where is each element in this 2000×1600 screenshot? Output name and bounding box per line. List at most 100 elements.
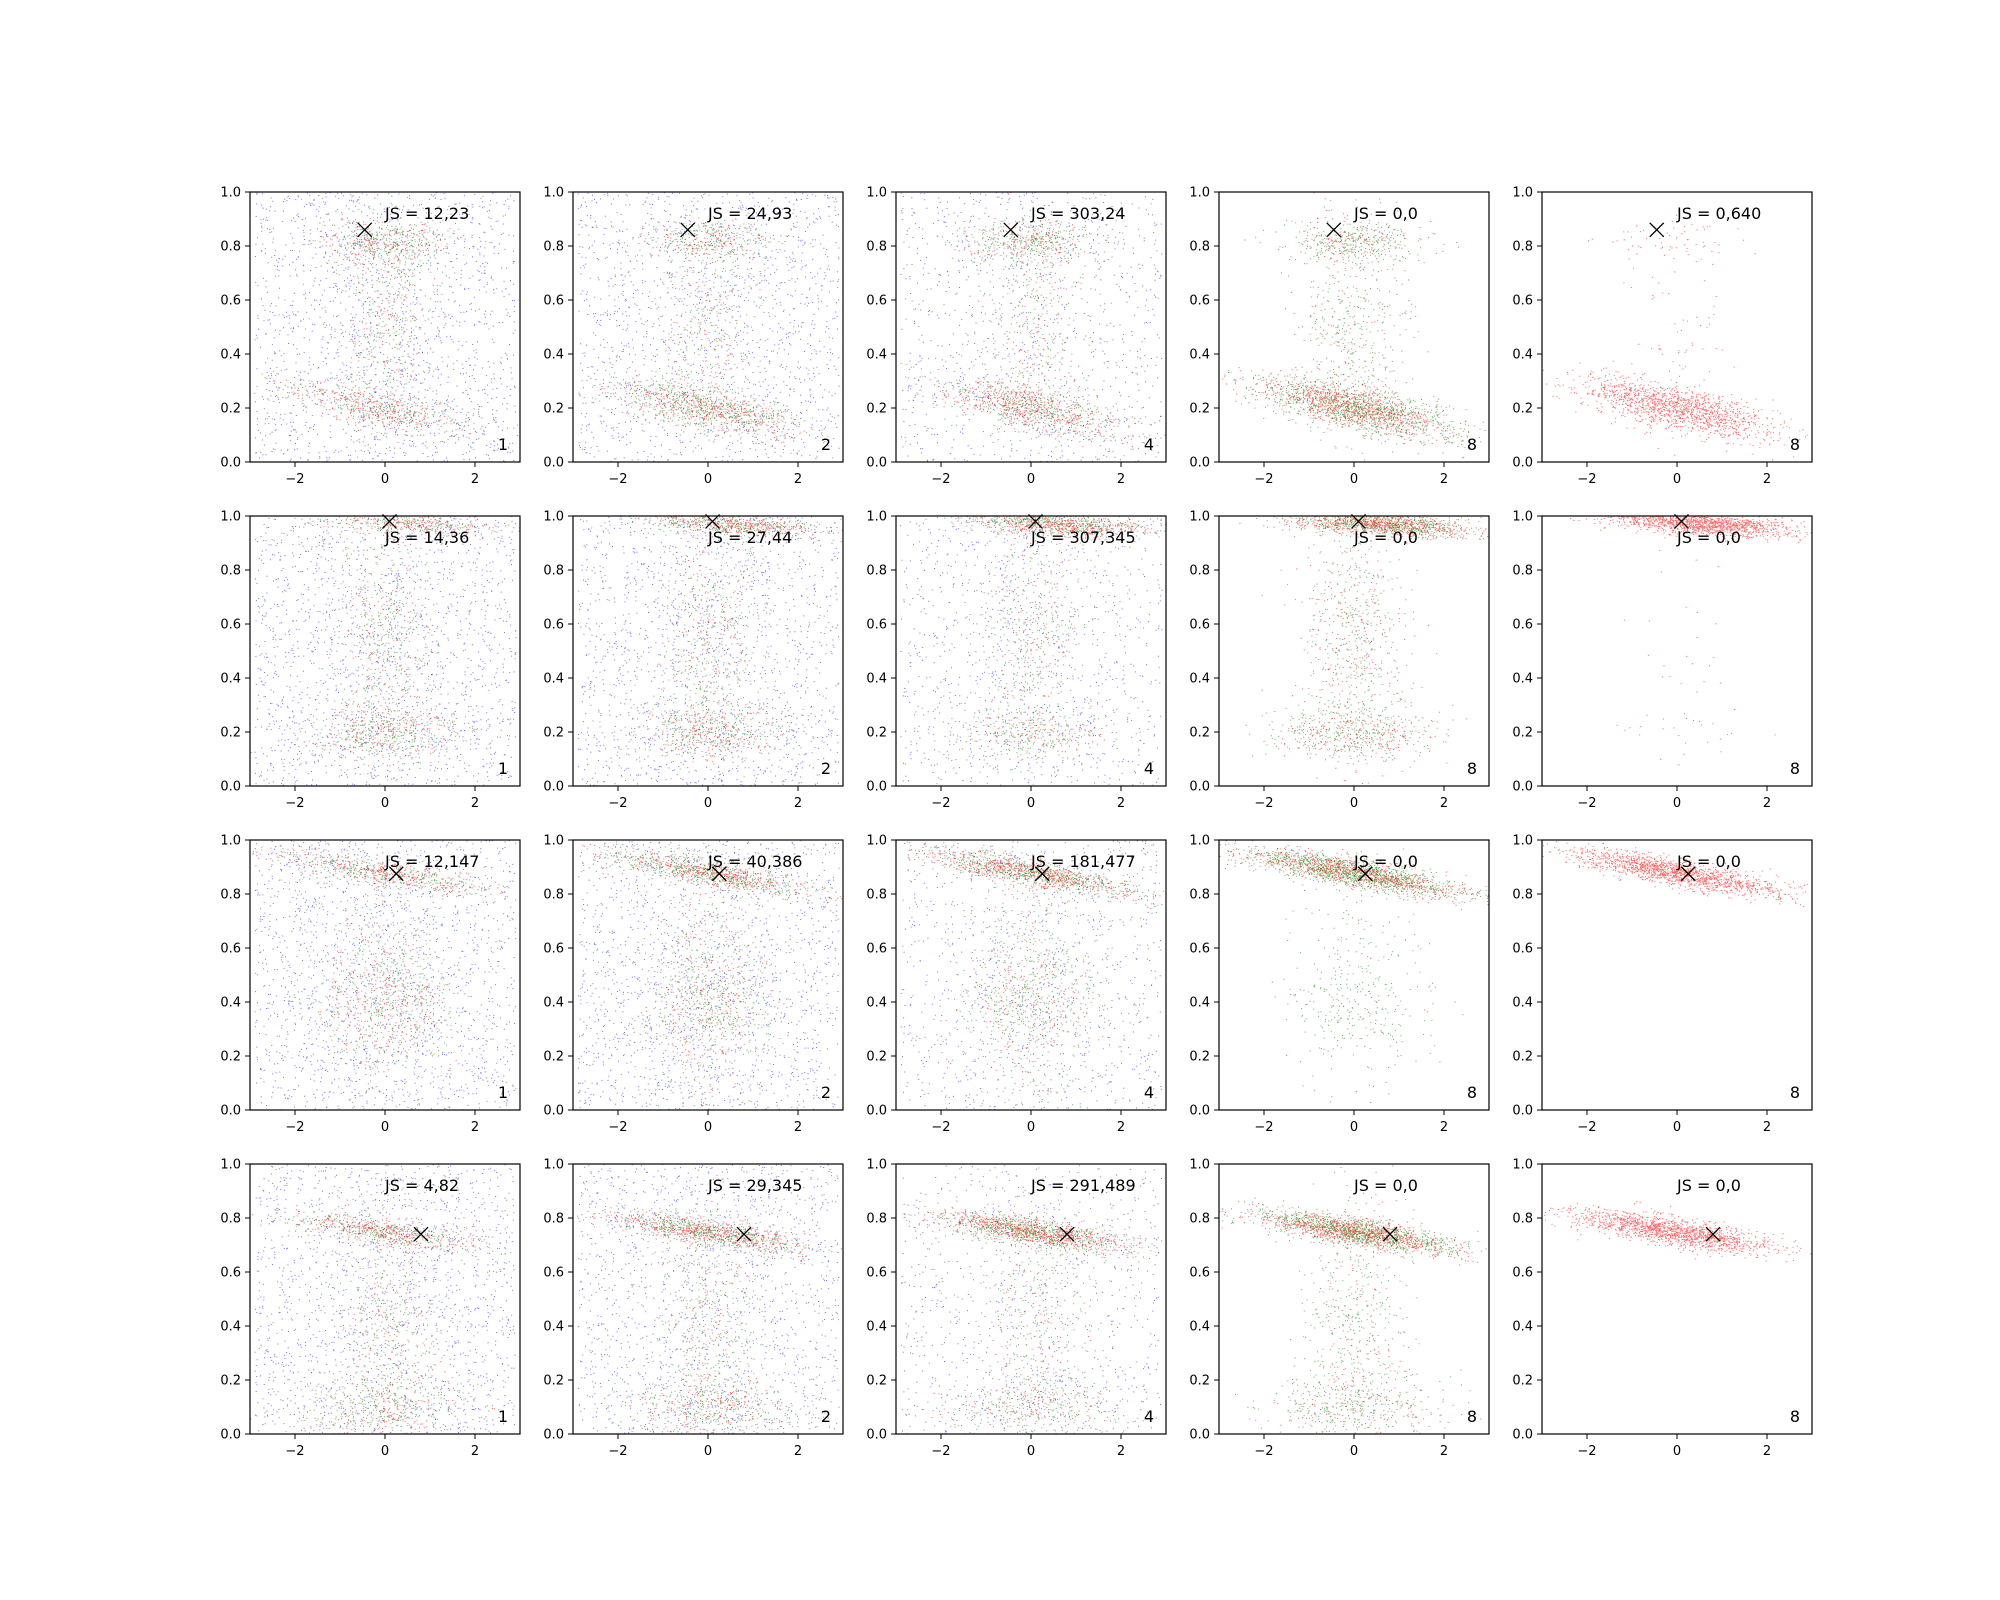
x-tick-label: −2 — [1254, 1120, 1273, 1135]
x-tick-label: 0 — [1027, 1120, 1035, 1135]
y-tick-label: 0.6 — [220, 1266, 241, 1281]
y-tick-label: 0.2 — [220, 726, 241, 741]
x-tick-label: −2 — [1577, 472, 1596, 487]
y-tick-label: 1.0 — [866, 510, 887, 525]
y-tick-label: 0.6 — [220, 618, 241, 633]
y-tick-label: 1.0 — [220, 834, 241, 849]
y-tick-label: 0.8 — [543, 888, 564, 903]
y-tick-label: 0.0 — [543, 456, 564, 471]
js-annotation: JS = 291,489 — [1030, 1176, 1136, 1195]
y-tick-label: 1.0 — [220, 510, 241, 525]
x-tick-label: 0 — [381, 1444, 389, 1459]
x-tick-label: 0 — [1673, 472, 1681, 487]
y-tick-label: 1.0 — [1189, 1158, 1210, 1173]
x-tick-label: 0 — [381, 796, 389, 811]
y-tick-label: 1.0 — [543, 1158, 564, 1173]
x-tick-label: 0 — [1350, 796, 1358, 811]
y-tick-label: 0.0 — [1189, 456, 1210, 471]
x-tick-label: −2 — [931, 796, 950, 811]
x-tick-label: 2 — [1440, 796, 1448, 811]
y-tick-label: 0.4 — [1512, 348, 1533, 363]
y-tick-label: 0.2 — [1189, 726, 1210, 741]
x-tick-label: −2 — [1577, 796, 1596, 811]
y-tick-label: 1.0 — [220, 186, 241, 201]
y-tick-label: 1.0 — [543, 834, 564, 849]
x-tick-label: 0 — [1350, 1120, 1358, 1135]
y-tick-label: 1.0 — [543, 510, 564, 525]
x-tick-label: 0 — [1350, 472, 1358, 487]
panel-number: 8 — [1790, 435, 1800, 454]
y-tick-label: 0.0 — [1512, 780, 1533, 795]
js-annotation: JS = 303,24 — [1030, 204, 1125, 223]
y-tick-label: 0.4 — [1189, 1320, 1210, 1335]
y-tick-label: 1.0 — [1512, 510, 1533, 525]
y-tick-label: 0.4 — [220, 672, 241, 687]
y-tick-label: 0.4 — [866, 348, 887, 363]
panel-number: 1 — [498, 435, 508, 454]
y-tick-label: 0.6 — [866, 294, 887, 309]
y-tick-label: 0.6 — [1189, 1266, 1210, 1281]
panel-number: 8 — [1790, 759, 1800, 778]
x-tick-label: 2 — [1763, 1120, 1771, 1135]
y-tick-label: 0.6 — [220, 942, 241, 957]
y-tick-label: 0.8 — [220, 1212, 241, 1227]
y-tick-label: 0.0 — [220, 456, 241, 471]
x-tick-label: −2 — [931, 1120, 950, 1135]
x-tick-label: −2 — [608, 472, 627, 487]
y-tick-label: 0.2 — [220, 402, 241, 417]
x-tick-label: 2 — [1763, 796, 1771, 811]
x-tick-label: 0 — [381, 472, 389, 487]
y-tick-label: 0.6 — [1512, 942, 1533, 957]
y-tick-label: 0.6 — [866, 1266, 887, 1281]
y-tick-label: 0.8 — [1512, 1212, 1533, 1227]
panel-number: 8 — [1467, 1083, 1477, 1102]
x-tick-label: 2 — [794, 1444, 802, 1459]
y-tick-label: 0.6 — [1189, 618, 1210, 633]
panel-number: 2 — [821, 1083, 831, 1102]
js-annotation: JS = 12,147 — [384, 852, 479, 871]
y-tick-label: 0.0 — [543, 1104, 564, 1119]
y-tick-label: 1.0 — [1512, 1158, 1533, 1173]
y-tick-label: 0.4 — [543, 996, 564, 1011]
y-tick-label: 0.8 — [866, 888, 887, 903]
y-tick-label: 0.0 — [220, 1104, 241, 1119]
x-tick-label: 0 — [1027, 1444, 1035, 1459]
js-annotation: JS = 0,0 — [1676, 528, 1741, 547]
y-tick-label: 0.2 — [220, 1374, 241, 1389]
panel-number: 4 — [1144, 1407, 1154, 1426]
x-tick-label: −2 — [608, 796, 627, 811]
y-tick-label: 0.8 — [543, 1212, 564, 1227]
x-tick-label: 2 — [471, 1444, 479, 1459]
js-annotation: JS = 0,0 — [1676, 852, 1741, 871]
y-tick-label: 0.8 — [1189, 888, 1210, 903]
y-tick-label: 0.2 — [866, 726, 887, 741]
y-tick-label: 0.8 — [1189, 240, 1210, 255]
js-annotation: JS = 24,93 — [707, 204, 792, 223]
y-tick-label: 0.6 — [1512, 1266, 1533, 1281]
x-tick-label: −2 — [608, 1120, 627, 1135]
y-tick-label: 0.2 — [1189, 1374, 1210, 1389]
panel-number: 1 — [498, 1407, 508, 1426]
y-tick-label: 1.0 — [1189, 186, 1210, 201]
panel-number: 4 — [1144, 1083, 1154, 1102]
y-tick-label: 0.4 — [220, 348, 241, 363]
js-annotation: JS = 0,0 — [1353, 528, 1418, 547]
panel-number: 8 — [1467, 435, 1477, 454]
x-tick-label: 0 — [1350, 1444, 1358, 1459]
y-tick-label: 0.4 — [866, 672, 887, 687]
x-tick-label: −2 — [931, 1444, 950, 1459]
y-tick-label: 1.0 — [1189, 834, 1210, 849]
x-tick-label: 0 — [1673, 1444, 1681, 1459]
x-tick-label: −2 — [1577, 1120, 1596, 1135]
y-tick-label: 0.4 — [866, 996, 887, 1011]
x-tick-label: −2 — [285, 1444, 304, 1459]
y-tick-label: 0.6 — [220, 294, 241, 309]
y-tick-label: 0.6 — [543, 1266, 564, 1281]
x-tick-label: 2 — [1440, 1444, 1448, 1459]
y-tick-label: 0.0 — [543, 1428, 564, 1443]
y-tick-label: 0.6 — [543, 942, 564, 957]
x-tick-label: 0 — [381, 1120, 389, 1135]
panel-number: 1 — [498, 759, 508, 778]
x-tick-label: 0 — [1673, 1120, 1681, 1135]
y-tick-label: 0.2 — [866, 1050, 887, 1065]
